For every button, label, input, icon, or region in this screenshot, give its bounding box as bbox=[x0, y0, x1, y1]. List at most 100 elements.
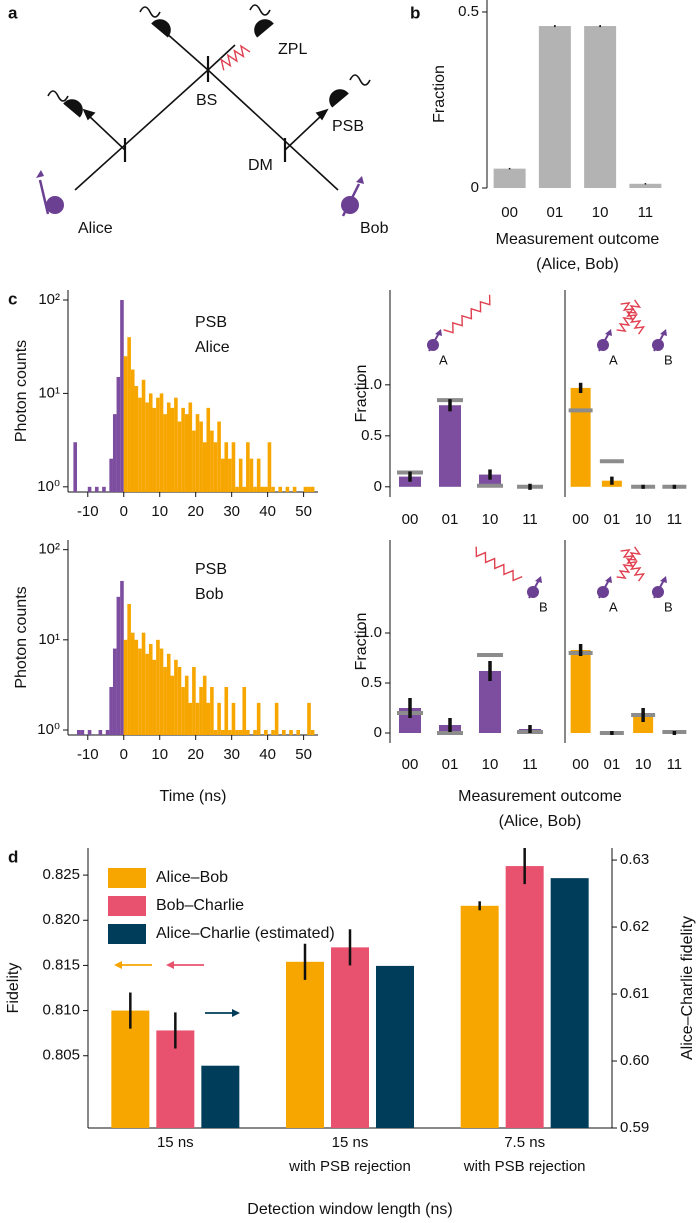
x-tick-label: with PSB rejection bbox=[288, 1158, 411, 1175]
y-tick-label: 0.820 bbox=[42, 911, 80, 928]
bar bbox=[399, 476, 421, 487]
bar bbox=[460, 905, 499, 1128]
histogram-bar bbox=[76, 729, 81, 735]
histogram-bar bbox=[220, 458, 225, 492]
histogram-bar bbox=[228, 458, 232, 492]
histogram-bar bbox=[282, 729, 286, 735]
histogram-bar bbox=[159, 393, 164, 492]
x-tick-label: 00 bbox=[501, 204, 518, 221]
histogram-bar bbox=[148, 393, 153, 492]
histogram-bar bbox=[235, 729, 239, 735]
histogram-bar bbox=[246, 442, 250, 492]
histogram-bar bbox=[246, 729, 250, 735]
y-tick-label: 10⁰ bbox=[37, 478, 60, 495]
histogram-bar bbox=[184, 414, 189, 492]
histogram-bar bbox=[231, 442, 236, 492]
histogram-bar bbox=[181, 407, 185, 492]
x-tick-label: 30 bbox=[223, 503, 240, 520]
histogram-bar bbox=[123, 356, 128, 492]
x-tick-label: 20 bbox=[187, 503, 204, 520]
bar bbox=[493, 168, 526, 188]
photon-icon bbox=[475, 546, 523, 582]
histogram-bar bbox=[206, 702, 211, 735]
x-tick-label: 30 bbox=[223, 746, 240, 763]
bar bbox=[550, 878, 589, 1128]
histogram-bar bbox=[87, 729, 92, 735]
histogram-bar bbox=[174, 397, 178, 492]
x-tick-label: 10 bbox=[482, 756, 499, 773]
histogram-bar bbox=[98, 729, 103, 735]
y2-tick-label: 0.60 bbox=[620, 1052, 649, 1069]
x-tick-label: with PSB rejection bbox=[463, 1158, 586, 1175]
histogram-bar bbox=[145, 653, 149, 735]
histogram-bar bbox=[213, 442, 218, 492]
legend-swatch bbox=[108, 868, 146, 888]
histogram-bar bbox=[199, 686, 203, 735]
y2-tick-label: 0.63 bbox=[620, 851, 649, 868]
y-tick-label: 1.0 bbox=[361, 624, 382, 641]
histogram-bar bbox=[292, 486, 297, 492]
histogram-bar bbox=[231, 702, 236, 735]
histogram-bar bbox=[278, 486, 283, 492]
bar bbox=[376, 965, 414, 1128]
histogram-bar bbox=[256, 458, 261, 492]
x-tick-label: 11 bbox=[667, 756, 683, 773]
y2-tick-label: 0.62 bbox=[620, 918, 649, 935]
histogram-bar bbox=[296, 729, 301, 735]
bar bbox=[439, 405, 461, 487]
x-tick-label: -10 bbox=[77, 746, 99, 763]
histogram-bar bbox=[188, 702, 193, 735]
spin-arrowhead bbox=[435, 329, 442, 336]
histogram-bar bbox=[163, 414, 167, 492]
icon-label: B bbox=[539, 599, 548, 614]
bar bbox=[584, 26, 617, 189]
y-axis-label: Fidelity bbox=[5, 963, 22, 1014]
histogram-bar bbox=[130, 369, 135, 492]
histogram-bar bbox=[217, 702, 221, 735]
legend-swatch bbox=[108, 896, 146, 916]
histogram-bar bbox=[152, 659, 157, 735]
direction-arrows bbox=[114, 961, 240, 1017]
y-tick-label: 1.0 bbox=[361, 376, 382, 393]
histogram-bar bbox=[264, 729, 268, 735]
histogram-bar bbox=[274, 702, 279, 735]
photon-icon bbox=[616, 299, 642, 333]
histogram-bar bbox=[159, 648, 164, 735]
histogram-bar bbox=[253, 486, 257, 492]
bar bbox=[629, 183, 662, 188]
x-axis-label: Measurement outcome bbox=[496, 231, 660, 248]
bar bbox=[479, 474, 501, 487]
spin-arrowhead bbox=[660, 329, 667, 336]
histogram-bar bbox=[303, 486, 308, 492]
x-tick-label: 10 bbox=[482, 511, 499, 528]
legend-swatch bbox=[108, 924, 146, 944]
histogram-bar bbox=[264, 486, 268, 492]
histogram-bar bbox=[184, 675, 189, 735]
x-tick-label: 00 bbox=[572, 511, 589, 528]
histogram-bar bbox=[310, 729, 315, 735]
histogram-bar bbox=[163, 666, 167, 735]
histogram-bar bbox=[120, 300, 124, 492]
histogram-bar bbox=[109, 686, 113, 735]
atom-icon bbox=[527, 586, 539, 598]
x-tick-label: 0 bbox=[120, 503, 128, 520]
bar bbox=[286, 961, 324, 1128]
histogram-bar bbox=[141, 632, 146, 735]
x-tick-label: 10 bbox=[151, 503, 168, 520]
histogram-bar bbox=[228, 729, 232, 735]
bar bbox=[570, 650, 591, 733]
bar bbox=[633, 715, 654, 733]
x-tick-label: 10 bbox=[635, 756, 652, 773]
y-tick-label: 0 bbox=[471, 179, 479, 196]
histogram-bar bbox=[120, 580, 124, 735]
histogram-bar bbox=[116, 596, 121, 735]
x-tick-label: 15 ns bbox=[332, 1134, 369, 1151]
y-tick-label: 0.805 bbox=[42, 1047, 80, 1064]
histogram-bar bbox=[206, 407, 211, 492]
x-tick-label: 11 bbox=[667, 511, 683, 528]
y-axis-label: Photon counts bbox=[13, 586, 30, 688]
y-tick-label: 10¹ bbox=[38, 384, 60, 401]
y-tick-label: 0.5 bbox=[361, 427, 382, 444]
histogram-bar bbox=[148, 643, 153, 735]
photon-icon bbox=[620, 548, 646, 582]
